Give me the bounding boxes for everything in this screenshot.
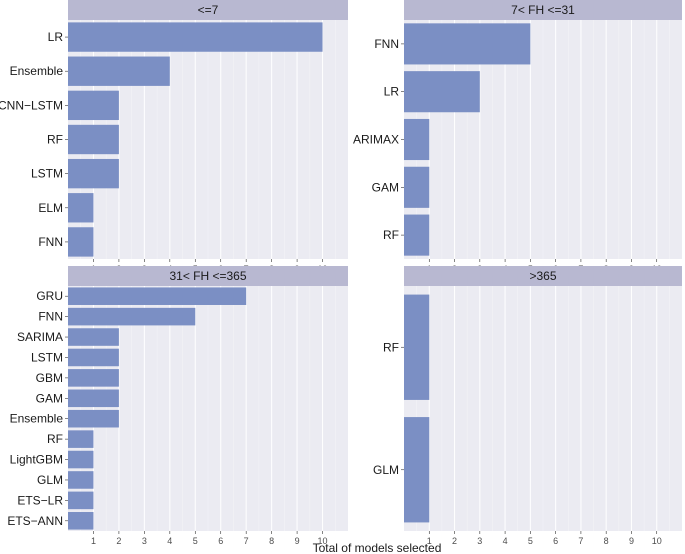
bar-gam: [68, 389, 119, 408]
category-label: LR: [48, 30, 64, 44]
category-label: LSTM: [31, 350, 63, 364]
bar-sarima: [68, 328, 119, 346]
bar-lstm: [68, 158, 119, 189]
x-tick-label: 10: [652, 536, 662, 546]
bar-lr: [68, 22, 323, 52]
x-tick-label: 10: [318, 536, 328, 546]
bar-rf: [68, 430, 94, 448]
category-label: RF: [383, 340, 399, 354]
x-tick-label: 1: [427, 536, 432, 546]
x-tick-label: 6: [553, 536, 558, 546]
x-tick-label: 9: [629, 536, 634, 546]
x-tick-label: 2: [452, 536, 457, 546]
category-label: ETS−LR: [17, 493, 63, 507]
x-tick-label: 4: [503, 536, 508, 546]
panel-4: >365 RF GLM 1 2 3 4 5 6 7 8 9 10: [373, 266, 682, 546]
panel-2: 7< FH <=31FNNLRARIMAXGAMRF12345678910: [353, 0, 682, 274]
category-label: FNN: [374, 37, 399, 51]
category-label: GAM: [372, 180, 399, 194]
x-tick-label: 6: [218, 536, 223, 546]
panel-title: <=7: [198, 3, 219, 17]
x-tick-label: 7: [578, 536, 583, 546]
x-tick-label: 1: [91, 536, 96, 546]
bar-glm: [404, 417, 430, 523]
bar-ensemble: [68, 56, 170, 86]
bar-cnn-lstm: [68, 90, 119, 121]
bar-rf: [404, 214, 430, 256]
panel-strip: [68, 0, 348, 20]
category-label: GLM: [37, 473, 63, 487]
panel-strip: [404, 266, 682, 286]
x-tick-label: 5: [193, 536, 198, 546]
bar-arimax: [404, 118, 430, 161]
panel-title: >365: [529, 269, 556, 283]
category-label: GRU: [36, 289, 63, 303]
x-tick-label: 8: [269, 536, 274, 546]
category-label: ARIMAX: [353, 133, 399, 147]
panel-3: 31< FH <=365 GRU FNN SARIMA LSTM GBM GAM Ensemb…: [7, 266, 348, 546]
category-label: RF: [383, 228, 399, 242]
x-tick-label: 7: [244, 536, 249, 546]
x-tick-label: 9: [295, 536, 300, 546]
bar-ensemble: [68, 409, 119, 428]
category-label: LSTM: [31, 167, 63, 181]
category-label: RF: [47, 133, 63, 147]
bar-fnn: [404, 23, 531, 65]
bar-ets-lr: [68, 491, 94, 510]
category-label: CNN−LSTM: [0, 98, 63, 112]
category-label: ETS−ANN: [7, 514, 63, 528]
panel-title: 7< FH <=31: [511, 3, 575, 17]
bar-rf: [68, 124, 119, 155]
category-label: GAM: [36, 391, 63, 405]
x-tick-label: 5: [528, 536, 533, 546]
bar-ets-ann: [68, 512, 94, 530]
panel-1: <=7LREnsembleCNN−LSTMRFLSTMELMFNN1234567…: [0, 0, 348, 274]
category-label: SARIMA: [17, 330, 63, 344]
bar-gam: [404, 166, 430, 208]
bar-lstm: [68, 348, 119, 367]
bar-gbm: [68, 369, 119, 387]
x-tick-label: 3: [142, 536, 147, 546]
bar-lightgbm: [68, 450, 94, 469]
category-label: FNN: [38, 310, 63, 324]
category-label: GLM: [373, 463, 399, 477]
category-label: RF: [47, 432, 63, 446]
bar-glm: [68, 471, 94, 489]
bar-lr: [404, 71, 480, 113]
x-tick-label: 4: [167, 536, 172, 546]
category-label: LightGBM: [10, 453, 63, 467]
category-label: Ensemble: [10, 64, 64, 78]
x-tick-label: 3: [477, 536, 482, 546]
bar-gru: [68, 287, 247, 305]
category-label: GBM: [36, 371, 63, 385]
bar-fnn: [68, 227, 94, 257]
category-label: LR: [384, 85, 400, 99]
bar-fnn: [68, 307, 196, 326]
panel-title: 31< FH <=365: [169, 269, 246, 283]
x-axis-title: Total of models selected: [313, 541, 442, 554]
category-label: ELM: [38, 201, 63, 215]
bar-elm: [68, 193, 94, 223]
category-label: FNN: [38, 235, 63, 249]
category-label: Ensemble: [10, 412, 64, 426]
bar-rf: [404, 294, 430, 400]
x-tick-label: 8: [604, 536, 609, 546]
panel-strip: [404, 0, 682, 20]
panel-strip: [68, 266, 348, 286]
x-tick-label: 2: [116, 536, 121, 546]
